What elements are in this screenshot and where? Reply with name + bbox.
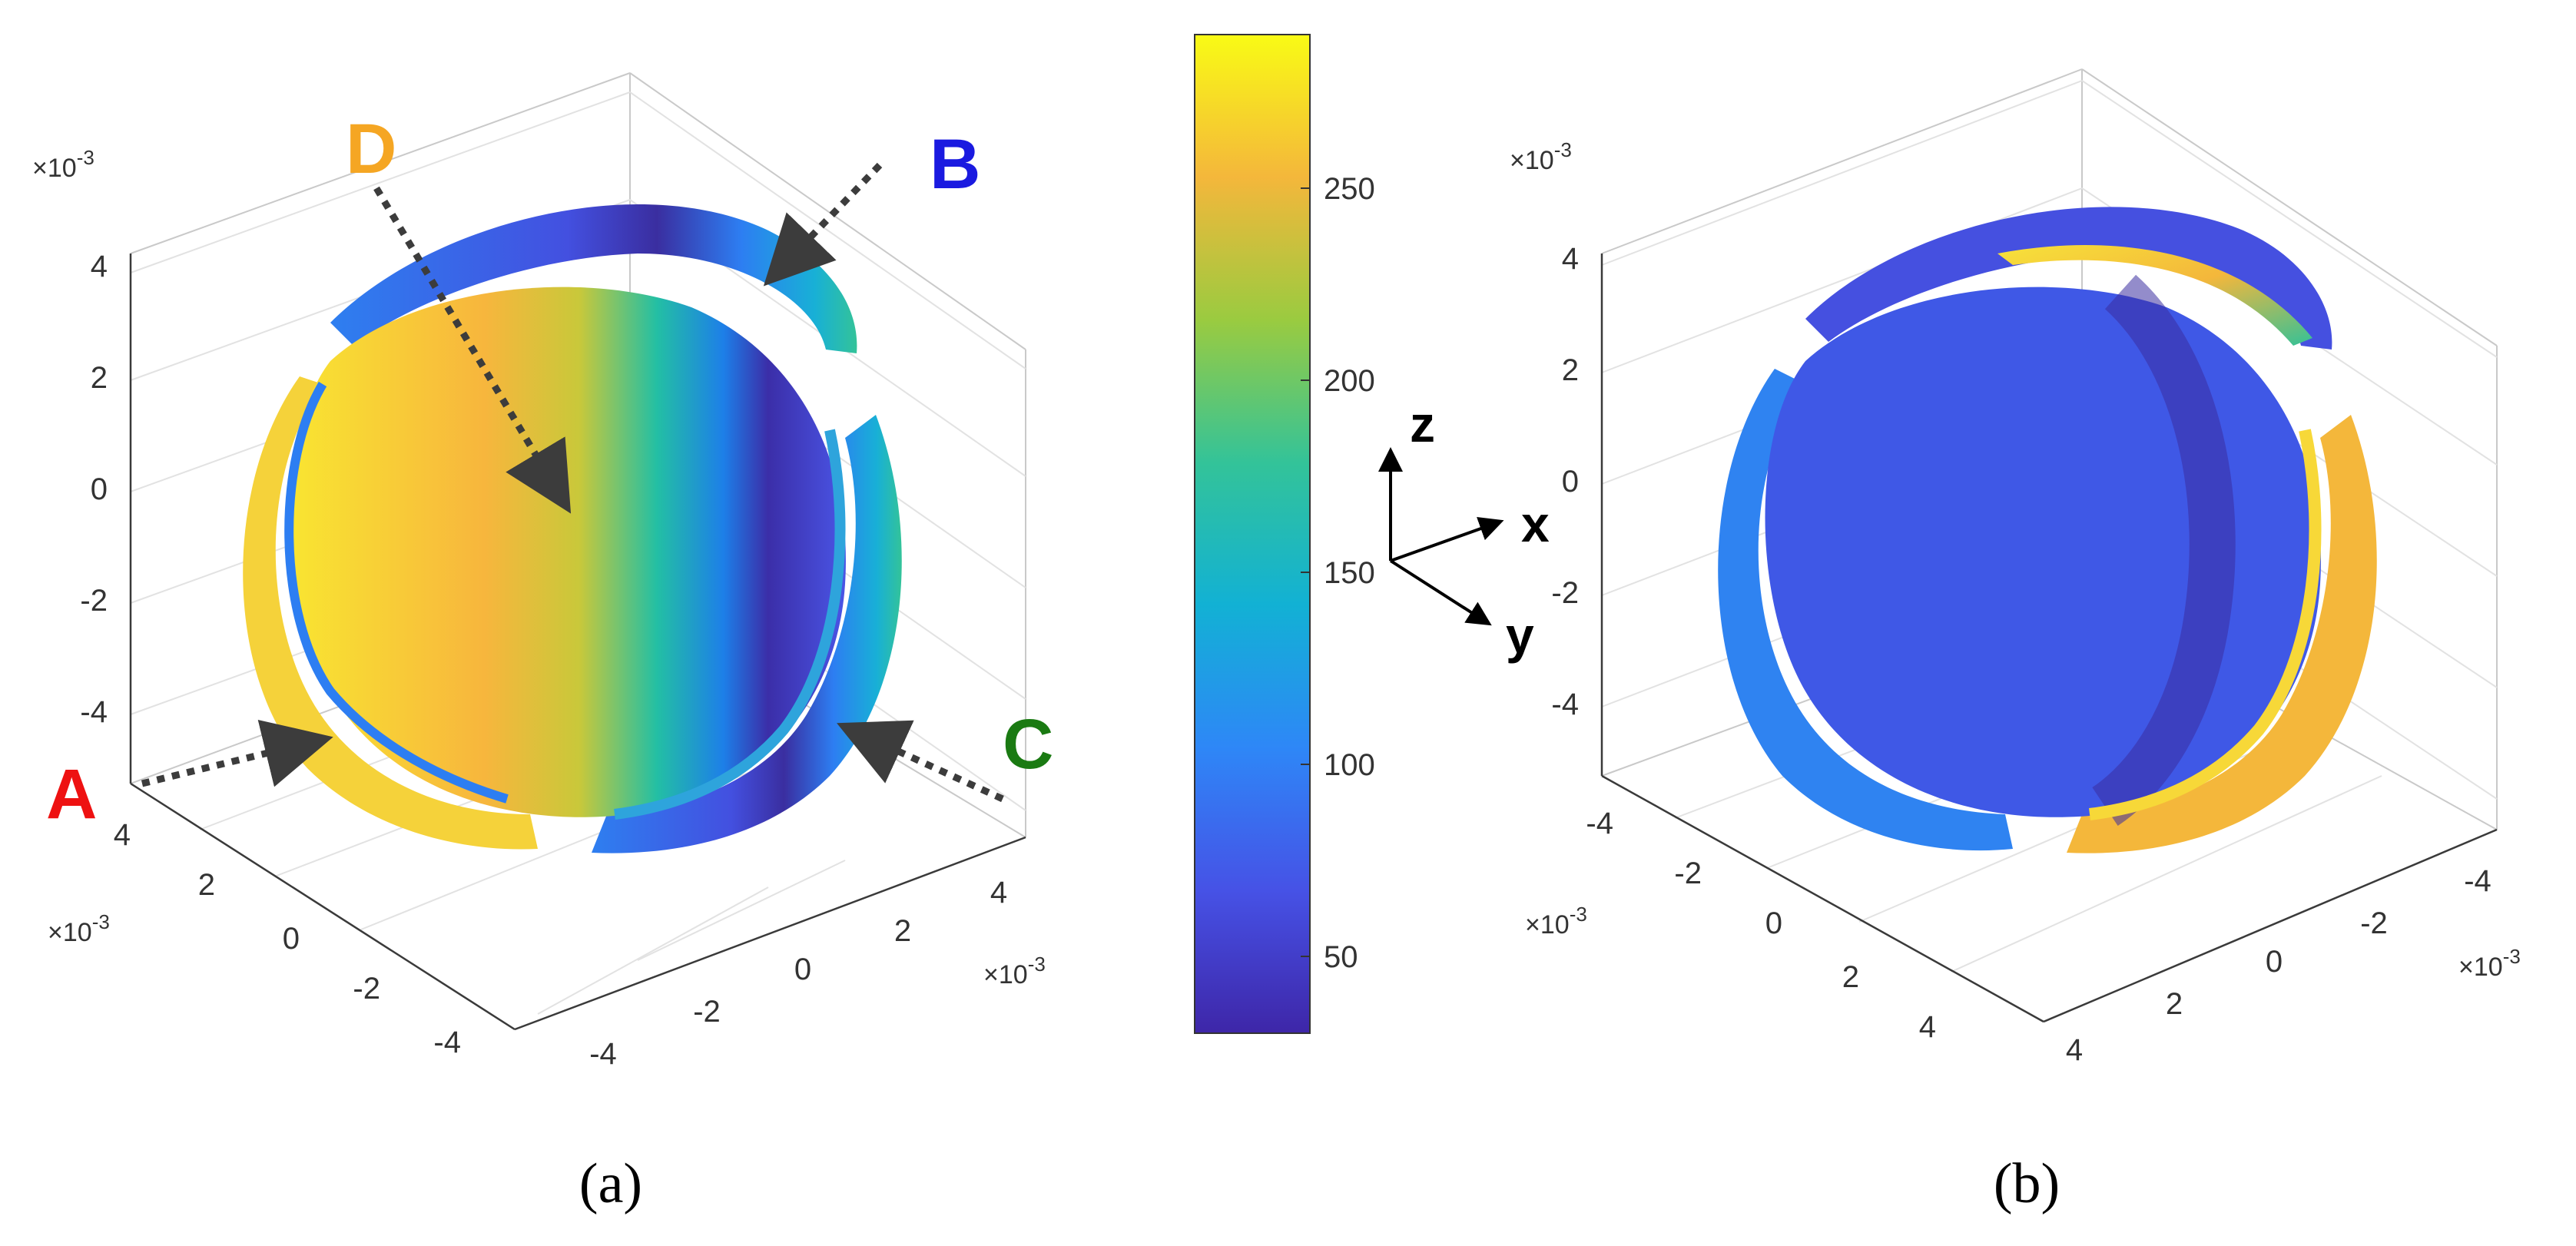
a-y-tick: 0 bbox=[283, 922, 300, 956]
colorbar-tick-label: 250 bbox=[1324, 172, 1375, 206]
a-z-exponent: ×10-3 bbox=[32, 146, 94, 183]
b-gap-right bbox=[2089, 429, 2322, 820]
a-x-tick: -2 bbox=[693, 995, 721, 1029]
b-x-tick: 0 bbox=[2266, 945, 2283, 979]
panel-b-sphere bbox=[1718, 207, 2377, 853]
y-axis-label: y bbox=[1506, 607, 1534, 664]
a-gap-left bbox=[284, 381, 509, 804]
a-z-tick: -4 bbox=[80, 695, 108, 729]
b-y-tick: 4 bbox=[1919, 1010, 1936, 1044]
b-x-tick: -2 bbox=[2360, 906, 2388, 940]
b-z-tick: -2 bbox=[1551, 576, 1579, 610]
panel-b: 4 2 0 -2 -4 ×10-3 -4 -2 0 2 4 ×10-3 4 2 … bbox=[1510, 68, 2521, 1215]
b-y-tick: 2 bbox=[1842, 960, 1859, 994]
x-axis-label: x bbox=[1521, 495, 1550, 552]
b-x-tick: 2 bbox=[2166, 987, 2183, 1021]
colorbar-tick-label: 200 bbox=[1324, 364, 1375, 398]
b-shell-right bbox=[2067, 415, 2377, 853]
b-z-tick: 2 bbox=[1562, 353, 1579, 387]
panel-a-y-ticks: 4 2 0 -2 -4 ×10-3 bbox=[48, 818, 461, 1059]
b-y-tick: -2 bbox=[1674, 857, 1702, 890]
panel-b-x-ticks: 4 2 0 -2 -4 ×10-3 bbox=[2066, 864, 2521, 1067]
a-y-tick: -2 bbox=[353, 972, 380, 1006]
a-y-tick: 4 bbox=[114, 818, 131, 852]
colorbar-tick-label: 50 bbox=[1324, 940, 1358, 974]
arrow-c bbox=[837, 720, 1004, 803]
a-z-tick: 2 bbox=[91, 361, 108, 395]
a-y-tick: -4 bbox=[433, 1026, 461, 1059]
panel-b-y-ticks: -4 -2 0 2 4 ×10-3 bbox=[1525, 807, 1936, 1044]
a-x-tick: 2 bbox=[894, 914, 911, 948]
label-b: B bbox=[930, 125, 980, 204]
b-z-exponent: ×10-3 bbox=[1510, 138, 1572, 175]
label-c: C bbox=[1003, 705, 1053, 784]
a-y-tick: 2 bbox=[198, 868, 215, 902]
a-gap-right bbox=[614, 429, 846, 820]
colorbar-bar bbox=[1194, 34, 1311, 1034]
b-shell-top bbox=[1805, 207, 2332, 350]
b-x-exponent: ×10-3 bbox=[2458, 945, 2521, 982]
b-z-tick: 4 bbox=[1562, 242, 1579, 276]
a-shell-right bbox=[592, 415, 902, 853]
y-axis-arrow bbox=[1389, 559, 1492, 626]
b-core bbox=[1765, 287, 2321, 817]
colorbar-tick-label: 100 bbox=[1324, 748, 1375, 782]
b-shell-left bbox=[1718, 369, 2013, 851]
b-x-tick: 4 bbox=[2066, 1033, 2083, 1067]
a-shell-top bbox=[330, 204, 857, 353]
panel-a: 4 2 0 -2 -4 ×10-3 4 2 0 -2 -4 ×10-3 -4 -… bbox=[32, 72, 1053, 1215]
colorbar: 50 100 150 200 250 bbox=[1194, 34, 1375, 1034]
caption-a: (a) bbox=[579, 1152, 642, 1215]
arrow-b bbox=[763, 162, 883, 287]
b-x-tick: -4 bbox=[2464, 864, 2491, 898]
b-z-tick: 0 bbox=[1562, 465, 1579, 499]
z-axis-label: z bbox=[1410, 396, 1435, 452]
b-y-exponent: ×10-3 bbox=[1525, 903, 1587, 939]
caption-b: (b) bbox=[1994, 1152, 2060, 1215]
b-y-tick: -4 bbox=[1586, 807, 1613, 840]
axes-glyph: z x y bbox=[1378, 396, 1550, 664]
a-z-tick: 0 bbox=[91, 472, 108, 506]
arrow-a bbox=[141, 719, 333, 787]
label-a: A bbox=[46, 755, 97, 833]
a-y-exponent: ×10-3 bbox=[48, 910, 110, 947]
x-axis-arrow bbox=[1390, 517, 1504, 562]
b-core-band bbox=[2091, 274, 2236, 826]
b-y-tick: 0 bbox=[1765, 906, 1782, 940]
arrow-d bbox=[373, 186, 572, 514]
colorbar-tick-label: 150 bbox=[1324, 556, 1375, 590]
a-x-tick: -4 bbox=[589, 1037, 617, 1071]
panel-b-z-ticks: 4 2 0 -2 -4 ×10-3 bbox=[1510, 138, 1579, 721]
panel-a-sphere bbox=[243, 204, 902, 853]
b-shell-top-strip bbox=[1997, 245, 2312, 346]
panel-a-x-ticks: -4 -2 0 2 4 ×10-3 bbox=[589, 876, 1046, 1071]
a-x-tick: 0 bbox=[794, 953, 811, 986]
a-x-tick: 4 bbox=[990, 876, 1007, 910]
label-d: D bbox=[346, 110, 396, 188]
panel-a-arrows bbox=[141, 162, 1004, 803]
a-x-exponent: ×10-3 bbox=[983, 953, 1046, 989]
a-core bbox=[290, 287, 846, 817]
b-z-tick: -4 bbox=[1551, 688, 1579, 721]
panel-a-z-ticks: 4 2 0 -2 -4 ×10-3 bbox=[32, 146, 108, 729]
colorbar-ticks: 50 100 150 200 250 bbox=[1301, 172, 1375, 974]
panel-a-annotation-labels: A B C D bbox=[46, 110, 1053, 833]
a-z-tick: 4 bbox=[91, 250, 108, 283]
a-z-tick: -2 bbox=[80, 584, 108, 618]
